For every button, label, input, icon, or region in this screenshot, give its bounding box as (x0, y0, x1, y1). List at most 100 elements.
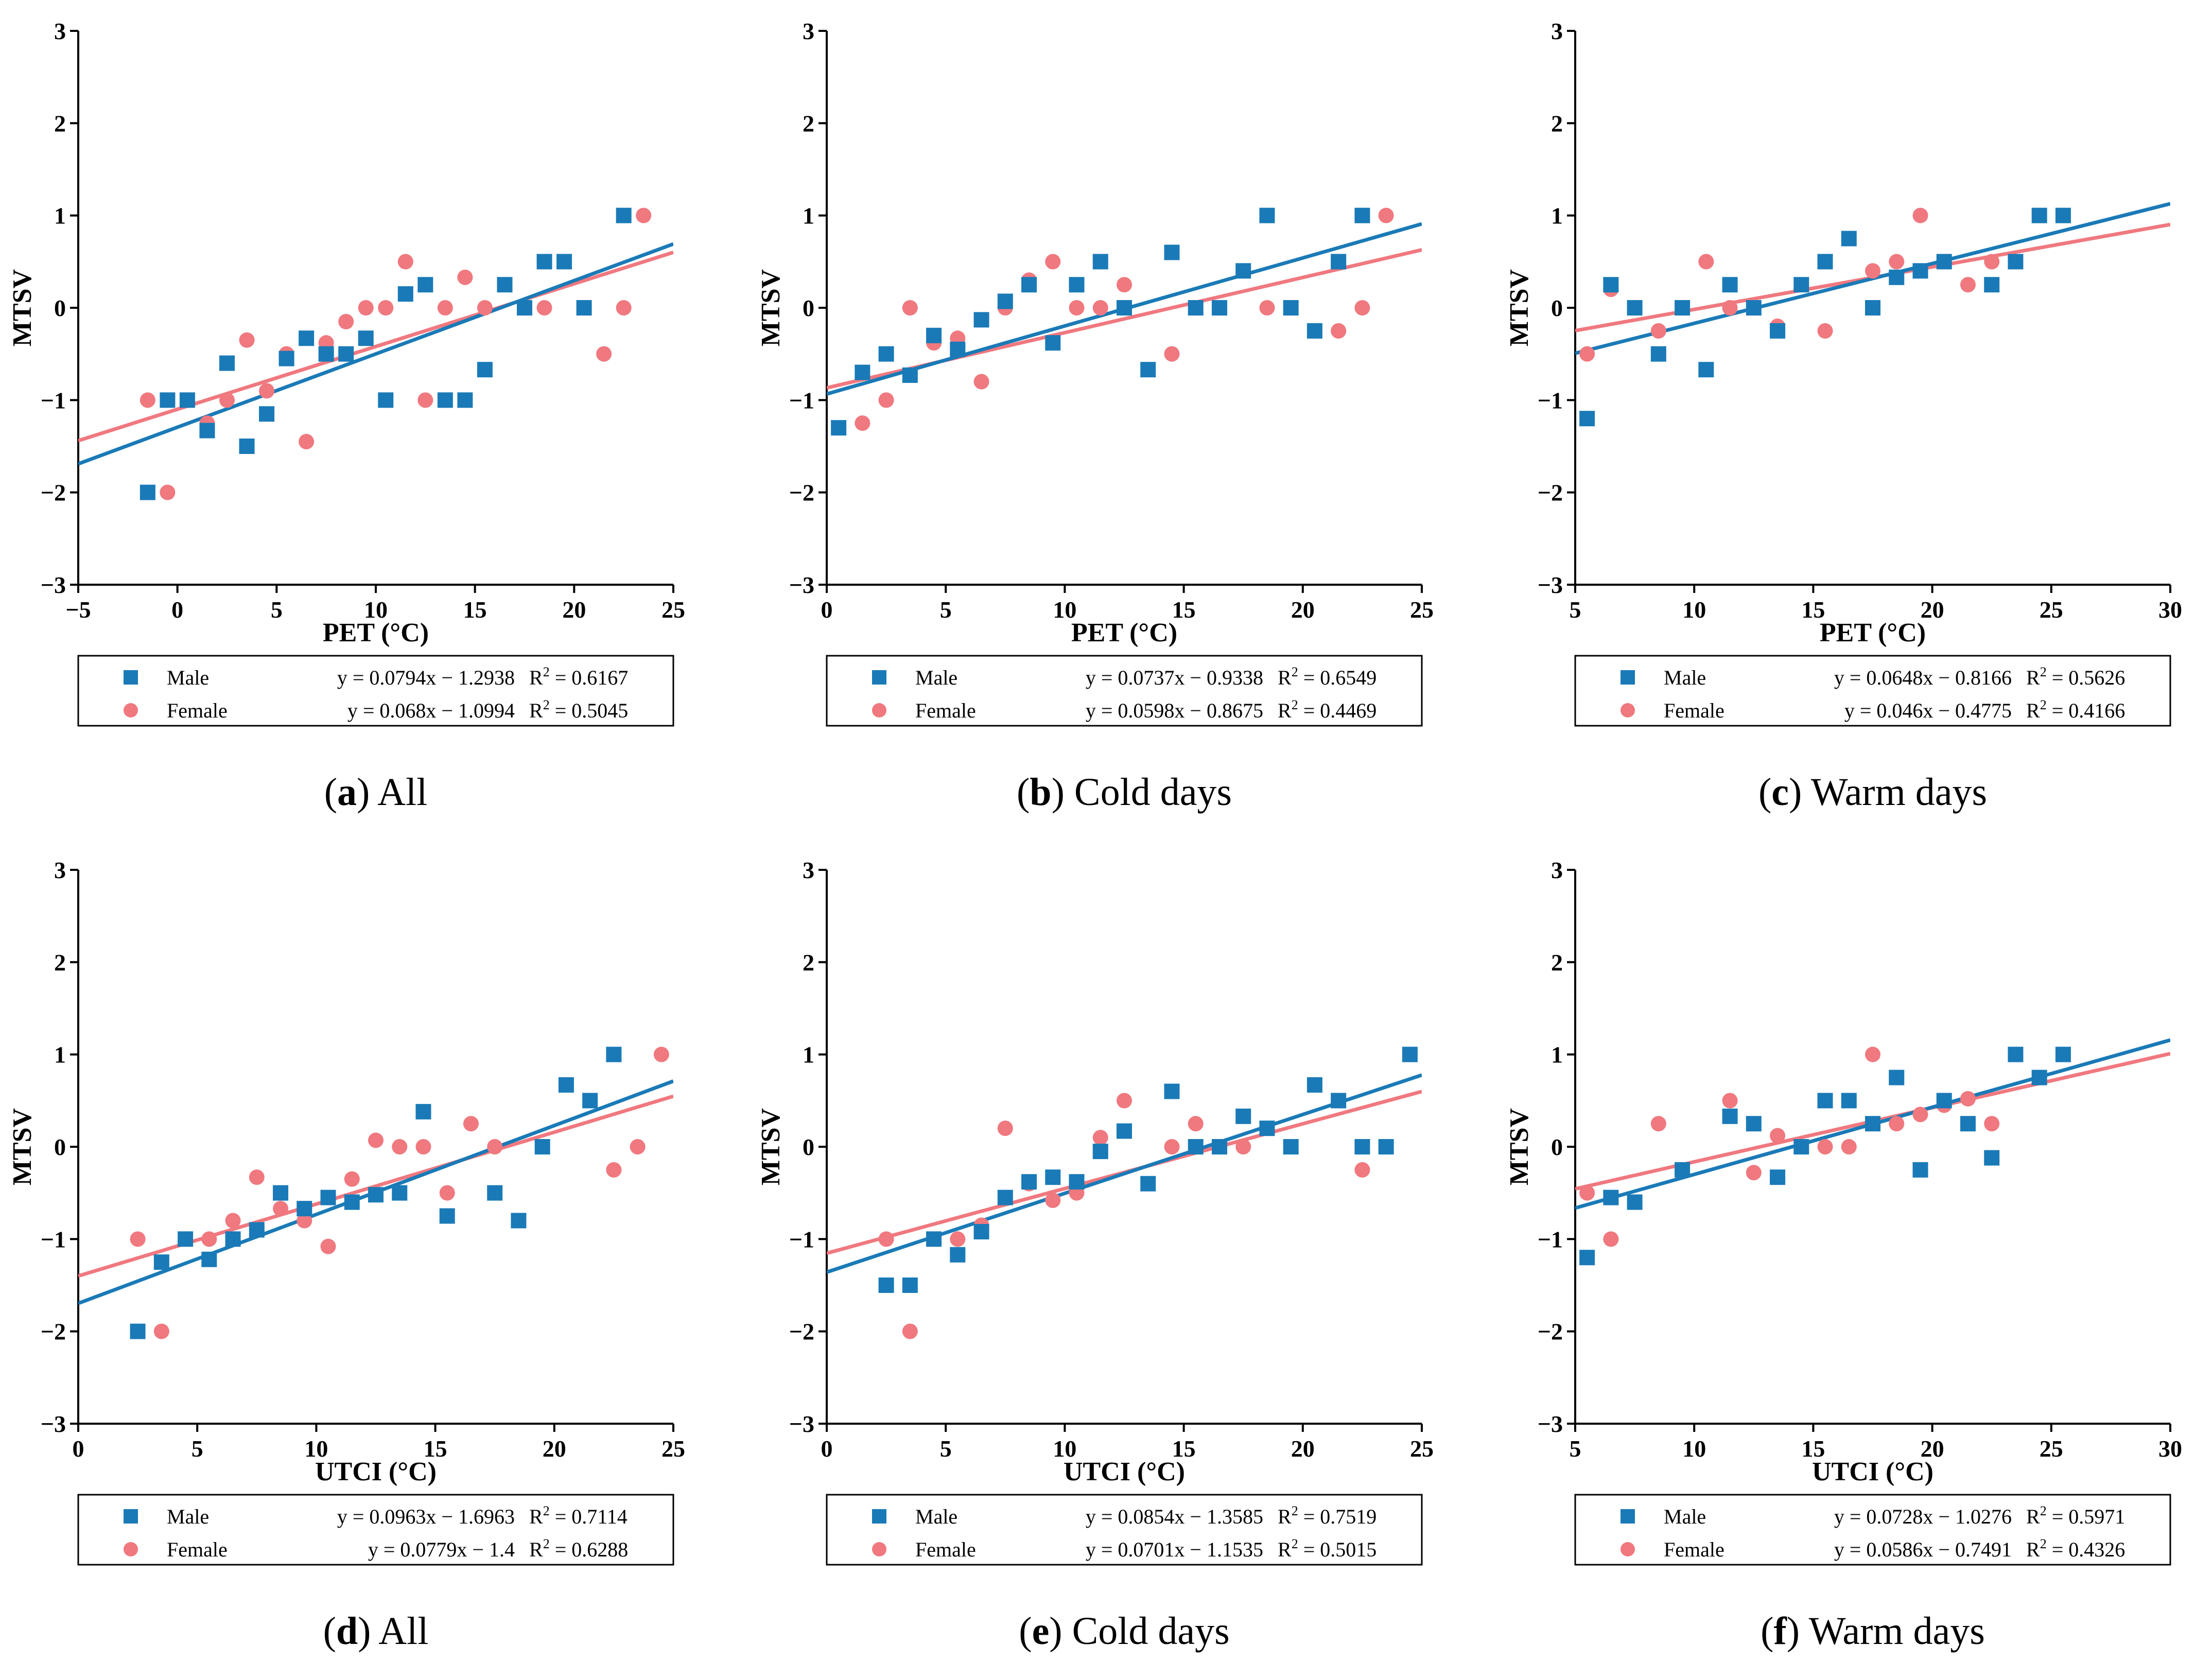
legend-male-marker (1621, 1509, 1635, 1524)
male-data-point (997, 1189, 1013, 1205)
male-data-point (1627, 300, 1643, 316)
legend-female-label: Female (915, 1538, 976, 1561)
male-data-point (140, 484, 155, 500)
male-data-point (1045, 1169, 1061, 1185)
female-data-point (368, 1132, 384, 1148)
legend-female-marker (124, 1542, 138, 1556)
x-tick-label: 0 (171, 597, 183, 623)
male-data-point (1235, 263, 1251, 279)
female-data-point (855, 415, 870, 431)
chart-panel-b: −3 −2 −1 0 1 2 3 0 5 10 15 20 25 PET (°C) MTSV Male y = … (756, 18, 1434, 814)
female-data-point (616, 300, 632, 316)
legend-female-r2-value: 0.4326 (2068, 1538, 2125, 1561)
legend-female-label: Female (167, 1538, 228, 1561)
female-data-point (378, 300, 394, 316)
x-tick-label: 10 (1053, 597, 1076, 623)
female-data-point (1069, 300, 1085, 316)
legend-box (826, 655, 1423, 727)
x-axis-label: UTCI (°C) (1812, 1457, 1933, 1486)
male-data-point (1306, 323, 1322, 339)
female-data-point (457, 269, 473, 285)
panel-caption-letter: e (1032, 1609, 1050, 1653)
female-data-point (1984, 254, 2000, 270)
male-data-point (1698, 362, 1714, 378)
chart-panel-e: −3 −2 −1 0 1 2 3 0 5 10 15 20 25 UTCI (°C) MTSV Male y =… (756, 857, 1434, 1653)
x-tick-label: 0 (73, 1436, 84, 1462)
x-tick-label: 10 (304, 1436, 328, 1462)
male-data-point (902, 367, 918, 383)
panel-caption: (c) Warm days (1758, 771, 1987, 814)
female-data-point (140, 392, 155, 408)
male-data-point (1722, 1108, 1738, 1124)
x-axis-label: UTCI (°C) (1064, 1457, 1185, 1486)
panel-caption-text: Warm days (1811, 771, 1987, 814)
legend-male-label: Male (915, 1505, 957, 1528)
male-data-point (1069, 277, 1085, 293)
legend-female-equation: y = 0.046x − 0.4775 (1844, 699, 2012, 722)
male-data-point (1817, 1093, 1833, 1109)
legend-female-equation: y = 0.0701x − 1.1535 (1086, 1538, 1263, 1561)
y-tick-label: 1 (54, 1042, 66, 1068)
legend-male-equation: y = 0.0963x − 1.6963 (337, 1505, 515, 1528)
female-data-point (1331, 323, 1347, 339)
legend-female-label: Female (915, 699, 976, 722)
male-data-point (1402, 1046, 1418, 1062)
y-tick-label: −3 (41, 1411, 66, 1437)
x-tick-label: 20 (1921, 1436, 1944, 1462)
y-tick-label: 1 (803, 1042, 814, 1068)
x-tick-label: 5 (1570, 597, 1581, 623)
female-data-point (1912, 207, 1928, 223)
legend-box (826, 1494, 1423, 1566)
y-tick-label: 2 (54, 110, 66, 136)
y-tick-label: −1 (789, 387, 814, 413)
y-tick-label: 2 (803, 949, 814, 975)
male-data-point (534, 1139, 550, 1154)
y-tick-label: 2 (1551, 949, 1563, 975)
y-tick-label: 2 (1551, 110, 1563, 136)
male-data-point (1117, 300, 1132, 316)
female-regression-line (78, 250, 673, 443)
female-data-point (249, 1169, 265, 1185)
legend-female-r2-value: 0.6288 (571, 1538, 628, 1561)
female-data-point (878, 392, 894, 408)
male-data-point (517, 300, 532, 316)
x-axis-label: PET (°C) (1071, 618, 1177, 647)
panel-caption-letter: f (1773, 1609, 1787, 1653)
x-tick-label: 5 (940, 1436, 952, 1462)
legend-female-r2: R2 = 0.6288 (529, 1536, 628, 1561)
x-tick-label: 10 (364, 597, 388, 623)
chart-panel-f: −3 −2 −1 0 1 2 3 5 10 15 20 25 30 UTCI (°C) MTSV Male y … (1505, 857, 2182, 1653)
x-tick-label: 20 (543, 1436, 566, 1462)
legend: Male y = 0.0794x − 1.2938 R2 = 0.6167 Femal… (77, 655, 674, 727)
female-data-point (320, 1238, 336, 1254)
y-axis-label: MTSV (756, 269, 786, 346)
legend-male-r2-value: 0.6167 (571, 666, 628, 689)
legend-female-r2-value: 0.5045 (571, 699, 628, 722)
female-data-point (1817, 1139, 1833, 1154)
y-tick-label: −1 (41, 387, 66, 413)
legend-male-r2: R2 = 0.5626 (2026, 664, 2125, 689)
y-tick-label: −2 (1538, 1319, 1563, 1345)
y-tick-label: −2 (41, 480, 66, 506)
legend-female-r2: R2 = 0.4166 (2026, 697, 2125, 722)
legend-female-r2-value: 0.5015 (1320, 1538, 1377, 1561)
male-data-point (831, 420, 847, 436)
chart-panel-a: −3 −2 −1 0 1 2 3 −5 0 5 10 15 20 25 PET (°C) MTSV Male y … (8, 18, 685, 814)
y-axis-label: MTSV (8, 269, 37, 346)
y-tick-label: 2 (54, 949, 66, 975)
male-data-point (1770, 1169, 1786, 1185)
male-data-point (1841, 1093, 1857, 1109)
male-data-point (1912, 1162, 1928, 1178)
x-axis-label: UTCI (°C) (315, 1457, 437, 1486)
male-regression-line (78, 242, 673, 466)
male-data-point (1092, 1143, 1108, 1159)
x-tick-label: 30 (2158, 597, 2182, 623)
male-data-point (1283, 1139, 1299, 1154)
female-data-point (1698, 254, 1714, 270)
panel-caption: (f) Warm days (1761, 1609, 1985, 1653)
male-data-point (1045, 335, 1061, 351)
female-data-point (397, 254, 413, 270)
male-data-point (2055, 207, 2071, 223)
female-data-point (902, 1323, 918, 1339)
